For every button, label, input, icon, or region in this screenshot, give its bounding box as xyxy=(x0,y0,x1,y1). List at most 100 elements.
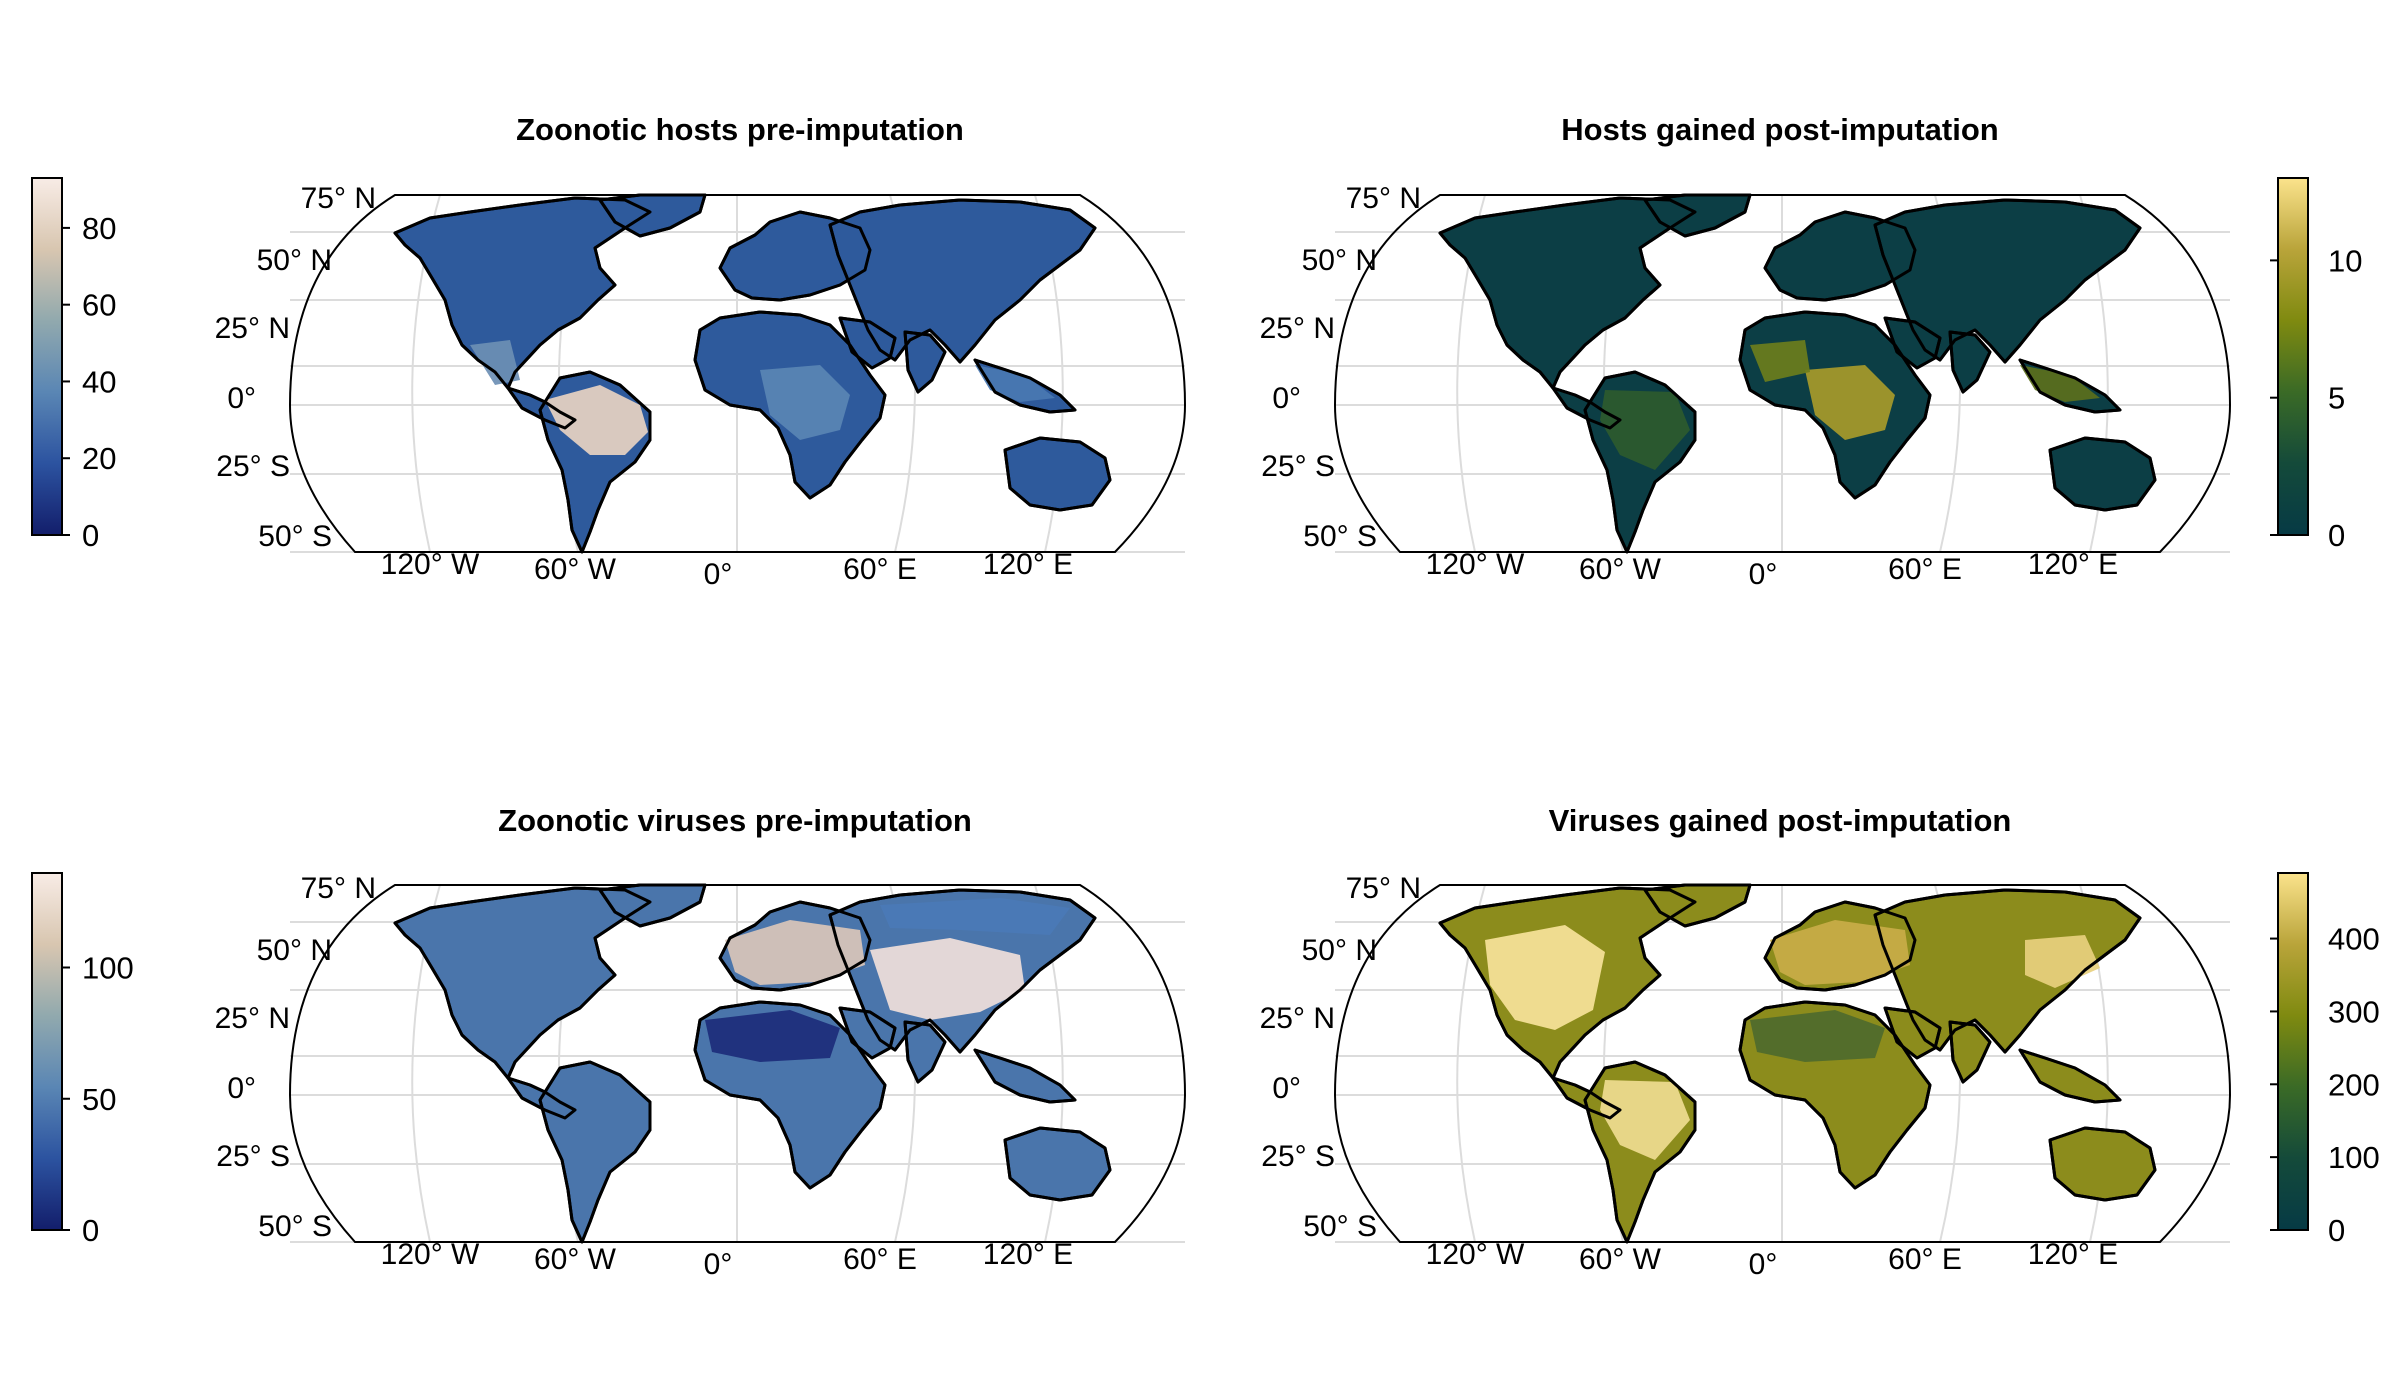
colorbar-tick-label: 10 xyxy=(2328,243,2362,278)
map-frame xyxy=(1333,194,2232,553)
coastline-northAmerica xyxy=(1438,196,1697,390)
continent-australia xyxy=(2048,436,2157,512)
coastline xyxy=(393,193,1112,554)
coastline-africa xyxy=(693,1000,887,1190)
latitude-label: 25° S xyxy=(1261,450,1335,483)
coastline-seAsia xyxy=(2018,358,2122,414)
hotspot: Eastern North America xyxy=(1485,925,1605,1030)
hotspot: South America (Amazon) xyxy=(545,385,648,455)
colorbar-tick-label: 0 xyxy=(82,518,99,553)
longitude-label: 0° xyxy=(1749,1248,1778,1281)
longitude-label: 0° xyxy=(1749,558,1778,591)
hotspot: Europe xyxy=(1770,920,1910,985)
latitude-label: 0° xyxy=(1272,382,1301,415)
hotspot: Central Africa xyxy=(760,365,850,440)
coastline-australia xyxy=(1003,1126,1112,1202)
longitude-label: 60° E xyxy=(843,1243,917,1276)
continent-northAmerica xyxy=(393,886,652,1080)
coastline-australia xyxy=(2048,1126,2157,1202)
longitude-label: 120° E xyxy=(983,548,1073,581)
longitude-label: 120° W xyxy=(1426,1238,1525,1271)
hotspot: South America xyxy=(1600,390,1690,470)
colorbar-tick-label: 0 xyxy=(82,1213,99,1248)
colorbar-tick-label: 0 xyxy=(2328,518,2345,553)
hotspot: Southeast Asia xyxy=(2020,365,2100,402)
longitude-label: 120° W xyxy=(381,548,480,581)
latitude-label: 25° N xyxy=(1260,312,1335,345)
latitude-label: 25° S xyxy=(1261,1140,1335,1173)
coastline-centralAmerica xyxy=(1551,386,1622,430)
map-panel-1: Zoonotic hosts pre-imputation South Ameri… xyxy=(215,112,1187,591)
hotspots: South America (Amazon) Central America Cen… xyxy=(470,340,1055,455)
coastline-asia xyxy=(1873,198,2142,364)
latitude-label: 25° N xyxy=(215,312,290,345)
coastline-centralAmerica xyxy=(506,386,577,430)
coastline-india xyxy=(1948,1020,1992,1084)
latitude-label: 50° S xyxy=(258,1210,332,1243)
colorbar-tick-label: 40 xyxy=(82,364,116,399)
coastline-india xyxy=(903,330,947,394)
coastline xyxy=(393,883,1112,1244)
coastline-southAmerica xyxy=(538,1060,652,1244)
continent-australia xyxy=(1003,436,1112,512)
latitude-label: 50° S xyxy=(1303,1210,1377,1243)
colorbar-tick-label: 60 xyxy=(82,288,116,323)
hotspots: Central AfricaWest Africa Southeast Asia S… xyxy=(1600,340,2100,470)
continent-northAmerica xyxy=(393,196,652,390)
colorbar-gradient xyxy=(31,872,63,1231)
panel-title: Viruses gained post-imputation xyxy=(1549,803,2012,838)
longitude-label: 60° E xyxy=(843,553,917,586)
panel-title: Zoonotic hosts pre-imputation xyxy=(516,112,964,147)
map-frame xyxy=(288,884,1187,1243)
colorbar-tick-label: 100 xyxy=(82,951,134,986)
coastline-arabia xyxy=(1883,316,1942,370)
latitude-label: 75° N xyxy=(301,182,376,215)
hotspot: Europe xyxy=(725,920,865,985)
coastline-africa xyxy=(1738,310,1932,500)
latitude-label: 50° S xyxy=(1303,520,1377,553)
colorbar-tick-label: 400 xyxy=(2328,922,2380,957)
coastline-southAmerica xyxy=(1583,1060,1697,1244)
latitude-label: 50° S xyxy=(258,520,332,553)
coastline-northAmerica xyxy=(393,886,652,1080)
latitude-label: 25° N xyxy=(1260,1002,1335,1035)
latitude-label: 0° xyxy=(227,382,256,415)
longitude-label: 120° E xyxy=(2028,548,2118,581)
coastline-europe xyxy=(1763,210,1917,302)
hotspot: West Africa xyxy=(1750,340,1810,382)
coastline-arabia xyxy=(838,316,897,370)
longitude-label: 120° E xyxy=(983,1238,1073,1271)
coastline-southAmerica xyxy=(538,370,652,554)
hotspot: Southeast Asia xyxy=(975,365,1055,402)
colorbar-4: 0 100 200 300 400 xyxy=(2270,872,2380,1248)
coastline-africa xyxy=(693,310,887,500)
coastline-india xyxy=(903,1020,947,1084)
latitude-label: 75° N xyxy=(301,872,376,905)
longitude-label: 60° W xyxy=(1579,553,1662,586)
coastline xyxy=(1438,883,2157,1244)
coastline-asia xyxy=(1873,888,2142,1054)
latitude-label: 50° N xyxy=(1302,934,1377,967)
continent-australia xyxy=(1003,1126,1112,1202)
coastline-centralAmerica xyxy=(1551,1076,1622,1120)
colorbar-tick-label: 100 xyxy=(2328,1140,2380,1175)
longitude-label: 60° E xyxy=(1888,553,1962,586)
longitude-label: 60° W xyxy=(534,553,617,586)
map-frame xyxy=(1333,884,2232,1243)
latitude-label: 50° N xyxy=(257,934,332,967)
continent-northAmerica xyxy=(1438,196,1697,390)
map-frame xyxy=(288,194,1187,553)
coastline-northAmerica xyxy=(1438,886,1697,1080)
hotspot: Sahara xyxy=(1750,1010,1885,1062)
map-panel-4: Viruses gained post-imputation Eastern No… xyxy=(1260,803,2232,1281)
colorbar-tick-label: 5 xyxy=(2328,381,2345,416)
longitude-label: 120° W xyxy=(381,1238,480,1271)
hotspot: Sahara xyxy=(705,1010,840,1062)
coastline-arabia xyxy=(1883,1006,1942,1060)
coastline-australia xyxy=(1003,436,1112,512)
hotspots: EuropeSouth Asia Sahara North Asia xyxy=(705,898,1070,1062)
longitude-label: 0° xyxy=(704,558,733,591)
colorbar-tick-label: 300 xyxy=(2328,994,2380,1029)
latitude-label: 25° S xyxy=(216,450,290,483)
